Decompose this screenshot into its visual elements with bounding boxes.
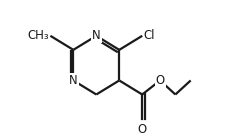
Text: O: O xyxy=(156,74,165,87)
Text: CH₃: CH₃ xyxy=(28,29,49,42)
Text: Cl: Cl xyxy=(144,29,155,42)
Text: N: N xyxy=(92,29,100,42)
Text: O: O xyxy=(138,123,147,136)
Text: N: N xyxy=(69,74,78,87)
